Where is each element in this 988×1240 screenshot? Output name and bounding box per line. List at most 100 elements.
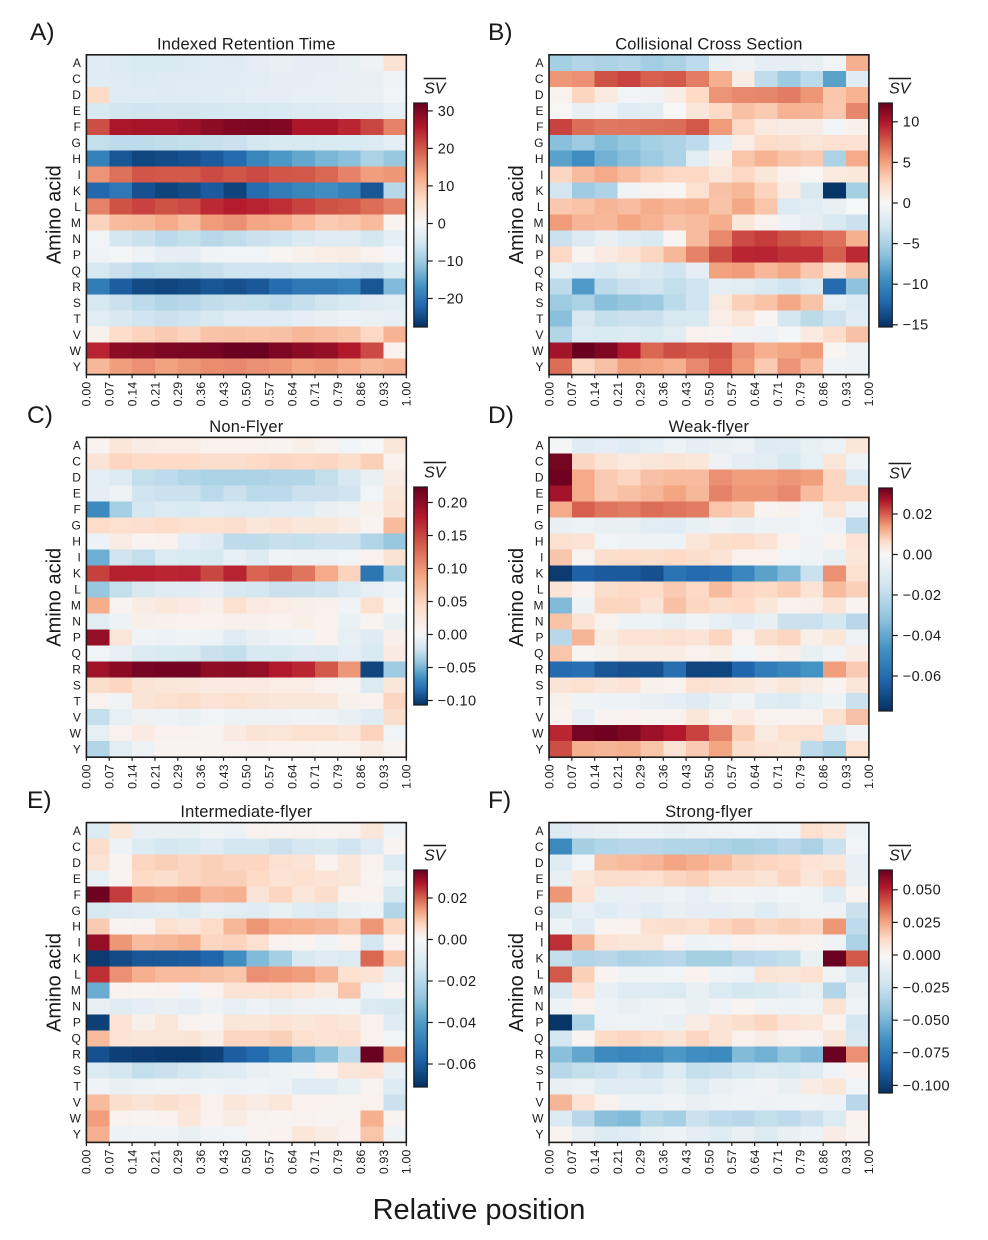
svg-text:S: S (73, 1064, 81, 1078)
svg-text:−0.06: −0.06 (438, 1057, 477, 1073)
svg-text:10: 10 (438, 179, 455, 195)
svg-text:I: I (78, 168, 81, 182)
svg-text:P: P (73, 248, 81, 262)
svg-text:0.07: 0.07 (103, 764, 117, 789)
svg-text:0.79: 0.79 (794, 764, 808, 789)
svg-text:A: A (535, 824, 543, 838)
svg-text:0.64: 0.64 (748, 764, 762, 789)
svg-text:−5: −5 (903, 237, 920, 253)
svg-text:0.50: 0.50 (240, 764, 254, 789)
svg-text:−0.075: −0.075 (903, 1046, 950, 1062)
svg-text:0.07: 0.07 (103, 382, 117, 407)
svg-text:10: 10 (903, 115, 920, 131)
svg-text:C: C (535, 72, 544, 86)
svg-text:SV: SV (424, 465, 447, 482)
svg-text:V: V (535, 1096, 543, 1110)
svg-text:K: K (73, 184, 81, 198)
svg-text:S: S (535, 1064, 543, 1078)
svg-text:0.43: 0.43 (217, 764, 231, 789)
svg-text:−0.050: −0.050 (903, 1013, 950, 1029)
svg-text:Amino acid: Amino acid (43, 165, 65, 264)
svg-text:0.71: 0.71 (308, 382, 322, 407)
svg-text:Y: Y (535, 742, 543, 756)
svg-text:0.025: 0.025 (903, 915, 941, 931)
svg-text:0.07: 0.07 (565, 1149, 579, 1174)
svg-text:A: A (73, 56, 81, 70)
svg-text:Y: Y (73, 742, 81, 756)
svg-text:T: T (74, 312, 82, 326)
svg-text:0.57: 0.57 (725, 764, 739, 789)
svg-text:0.43: 0.43 (679, 764, 693, 789)
svg-text:0.21: 0.21 (148, 1149, 162, 1174)
svg-text:0: 0 (903, 196, 911, 212)
svg-text:0.57: 0.57 (263, 1149, 277, 1174)
svg-text:Strong-flyer: Strong-flyer (665, 803, 753, 821)
svg-text:0.36: 0.36 (194, 764, 208, 789)
svg-text:D): D) (488, 402, 514, 429)
svg-text:I: I (540, 936, 543, 950)
svg-text:0.64: 0.64 (285, 764, 299, 789)
svg-text:P: P (535, 1016, 543, 1030)
svg-text:−0.10: −0.10 (438, 693, 477, 709)
svg-text:0.14: 0.14 (588, 382, 602, 407)
svg-text:P: P (535, 248, 543, 262)
svg-text:−0.06: −0.06 (903, 669, 942, 685)
svg-text:0.57: 0.57 (263, 764, 277, 789)
svg-text:W: W (532, 344, 544, 358)
svg-text:M: M (534, 984, 544, 998)
svg-text:L: L (74, 200, 81, 214)
svg-text:K: K (73, 567, 81, 581)
svg-text:R: R (535, 662, 544, 676)
svg-text:T: T (536, 1080, 544, 1094)
svg-text:K: K (535, 184, 543, 198)
svg-text:−0.04: −0.04 (903, 628, 942, 644)
svg-text:W: W (70, 1112, 82, 1126)
svg-text:Y: Y (535, 360, 543, 374)
svg-text:D: D (535, 856, 544, 870)
svg-text:SV: SV (424, 848, 447, 865)
svg-text:M: M (534, 599, 544, 613)
svg-text:R: R (535, 280, 544, 294)
svg-text:0.14: 0.14 (125, 1149, 139, 1174)
svg-text:Amino acid: Amino acid (506, 165, 528, 264)
svg-text:0.43: 0.43 (679, 382, 693, 407)
svg-text:E): E) (27, 787, 52, 814)
svg-text:K: K (535, 952, 543, 966)
svg-text:W: W (70, 726, 82, 740)
svg-text:1.00: 1.00 (400, 382, 414, 407)
svg-text:0.14: 0.14 (588, 764, 602, 789)
svg-text:0.71: 0.71 (308, 1149, 322, 1174)
svg-text:1.00: 1.00 (862, 764, 876, 789)
svg-text:0.15: 0.15 (438, 528, 468, 544)
svg-text:D: D (535, 471, 544, 485)
svg-text:0.57: 0.57 (725, 382, 739, 407)
svg-text:G: G (72, 904, 81, 918)
svg-text:L: L (537, 200, 544, 214)
svg-text:−0.025: −0.025 (903, 981, 950, 997)
svg-text:0.79: 0.79 (331, 1149, 345, 1174)
svg-text:F: F (536, 503, 543, 517)
svg-text:C: C (72, 840, 81, 854)
svg-text:Intermediate-flyer: Intermediate-flyer (180, 803, 312, 821)
svg-text:Y: Y (535, 1128, 543, 1142)
svg-text:L: L (74, 583, 81, 597)
svg-text:E: E (535, 872, 543, 886)
svg-text:0.21: 0.21 (611, 1149, 625, 1174)
svg-text:Indexed Retention Time: Indexed Retention Time (157, 35, 336, 53)
svg-text:0.57: 0.57 (263, 382, 277, 407)
svg-text:1.00: 1.00 (400, 1149, 414, 1174)
svg-text:A: A (73, 439, 81, 453)
svg-text:0.02: 0.02 (438, 891, 468, 907)
svg-text:1.00: 1.00 (862, 1149, 876, 1174)
svg-text:R: R (535, 1048, 544, 1062)
svg-text:D: D (72, 856, 81, 870)
svg-text:M: M (534, 216, 544, 230)
svg-text:0.00: 0.00 (438, 932, 468, 948)
svg-text:0.86: 0.86 (817, 764, 831, 789)
svg-text:SV: SV (889, 466, 912, 483)
svg-text:A: A (535, 56, 543, 70)
svg-text:V: V (535, 328, 543, 342)
svg-text:0.21: 0.21 (611, 764, 625, 789)
svg-text:0.21: 0.21 (148, 382, 162, 407)
svg-text:0.57: 0.57 (725, 1149, 739, 1174)
